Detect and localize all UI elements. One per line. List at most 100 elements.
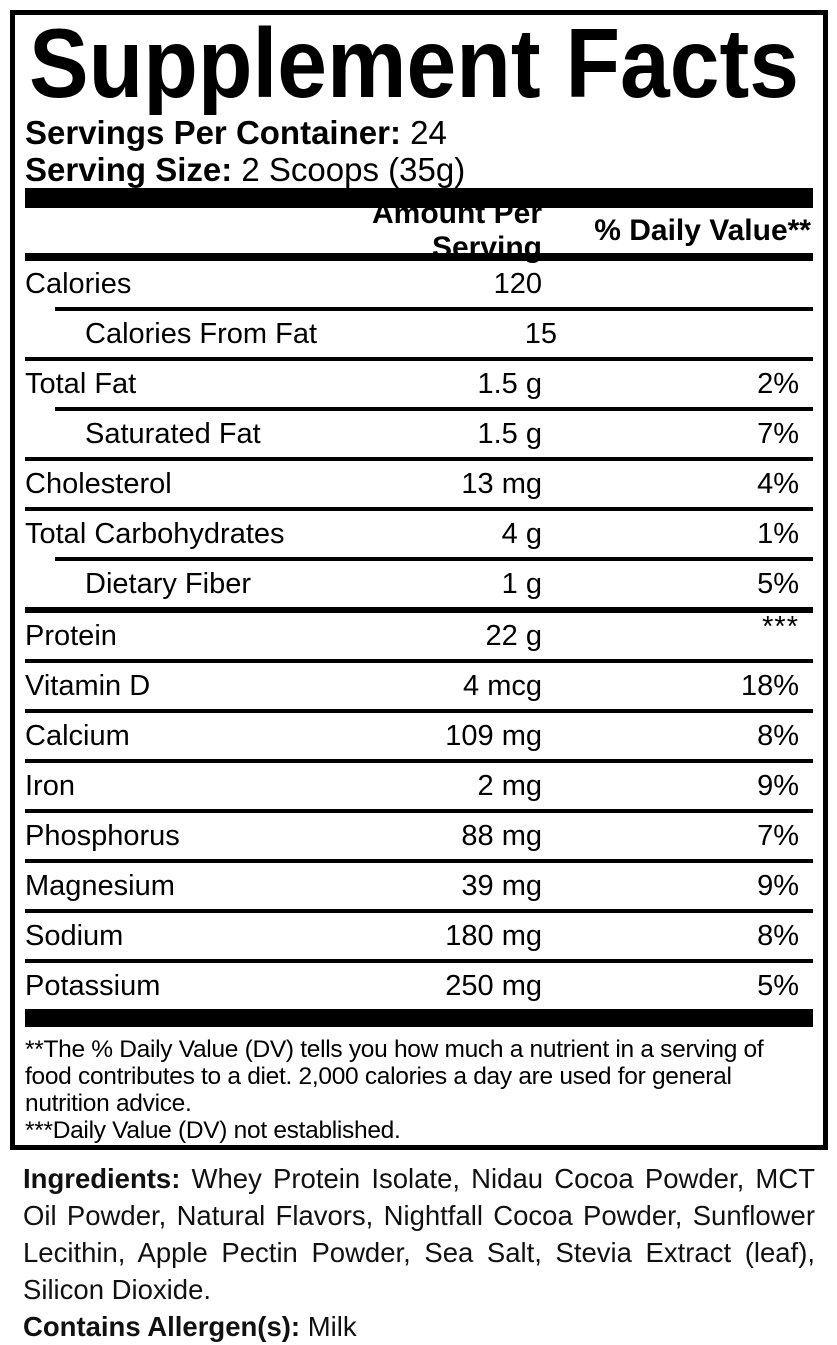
amount-per-serving-header: Amount Per Serving [371, 196, 542, 264]
row-separator [25, 357, 813, 361]
not-established-footnote: ***Daily Value (DV) not established. [25, 1117, 401, 1144]
nutrient-row: Potassium 250 mg 5% [25, 963, 813, 1009]
row-separator [25, 507, 813, 511]
nutrient-amount: 2 mg [477, 769, 542, 802]
ingredients-label: Ingredients: [23, 1163, 181, 1194]
nutrient-amount: 4 g [501, 517, 542, 550]
nutrient-name: Calcium [25, 719, 130, 752]
serving-size-value: 2 Scoops (35g) [232, 150, 466, 188]
nutrient-row: Calories 120 [25, 261, 813, 307]
nutrient-name: Cholesterol [25, 467, 172, 500]
ingredients-line: Ingredients: Whey Protein Isolate, Nidau… [23, 1160, 815, 1308]
nutrient-name: Dietary Fiber [85, 567, 251, 600]
panel-title-text: Supplement Facts [29, 17, 799, 115]
nutrient-amount: 180 mg [445, 919, 542, 952]
nutrient-amount: 15 [524, 317, 558, 350]
nutrient-daily-value: *** [762, 610, 799, 643]
supplement-facts-panel: Supplement Facts Servings Per Container:… [10, 10, 828, 1150]
nutrient-amount: 120 [493, 267, 542, 300]
nutrient-daily-value: 4% [757, 467, 799, 500]
row-separator [25, 457, 813, 461]
row-separator [55, 307, 813, 311]
thick-divider-bottom [25, 1009, 813, 1027]
daily-value-header: % Daily Value** [594, 213, 811, 247]
nutrient-row: Phosphorus 88 mg 7% [25, 813, 813, 859]
row-separator [25, 959, 813, 963]
nutrient-amount: 4 mcg [463, 669, 542, 702]
allergen-label: Contains Allergen(s): [23, 1311, 301, 1342]
nutrient-row: Total Fat 1.5 g 2% [25, 361, 813, 407]
nutrient-row: Cholesterol 13 mg 4% [25, 461, 813, 507]
supplement-label: { "title": "Supplement Facts", "servings… [10, 10, 828, 1342]
nutrient-name: Calories [25, 267, 132, 300]
nutrient-daily-value: 9% [757, 769, 799, 802]
nutrient-amount: 109 mg [445, 719, 542, 752]
nutrient-amount: 39 mg [461, 869, 542, 902]
nutrient-name: Calories From Fat [85, 317, 318, 350]
nutrient-amount: 22 g [485, 619, 542, 652]
nutrient-daily-value: 5% [757, 567, 799, 600]
nutrient-daily-value: 5% [757, 969, 799, 1002]
nutrient-amount: 1.5 g [477, 417, 543, 450]
nutrient-amount: 1.5 g [477, 367, 543, 400]
nutrient-daily-value: 8% [757, 719, 799, 752]
nutrient-name: Protein [25, 619, 117, 652]
nutrient-daily-value: 8% [757, 919, 799, 952]
nutrient-daily-value: 9% [757, 869, 799, 902]
nutrient-row: Dietary Fiber 1 g 5% [25, 561, 813, 607]
allergen-value: Milk [300, 1311, 357, 1342]
nutrient-name: Iron [25, 769, 75, 802]
ingredients-section: Ingredients: Whey Protein Isolate, Nidau… [23, 1160, 815, 1345]
nutrient-name: Vitamin D [25, 669, 151, 702]
nutrient-name: Potassium [25, 969, 161, 1002]
nutrient-amount: 13 mg [461, 467, 542, 500]
row-separator [25, 859, 813, 863]
nutrient-name: Total Carbohydrates [25, 517, 285, 550]
nutrient-daily-value: 7% [757, 417, 799, 450]
row-separator [55, 557, 813, 561]
nutrient-daily-value: 7% [757, 819, 799, 852]
servings-per-container-value: 24 [400, 114, 447, 151]
servings-info: Servings Per Container: 24 Serving Size:… [25, 114, 813, 189]
panel-title-wrap: Supplement Facts [25, 17, 813, 115]
nutrient-row: Iron 2 mg 9% [25, 763, 813, 809]
servings-per-container-line: Servings Per Container: 24 [25, 114, 813, 152]
nutrient-table: Calories 120 Calories From Fat 15 Total Fat 1… [25, 261, 813, 1009]
nutrient-amount: 250 mg [445, 969, 542, 1002]
nutrient-amount: 1 g [501, 567, 542, 600]
footnotes: **The % Daily Value (DV) tells you how m… [25, 1027, 813, 1144]
nutrient-daily-value: 18% [740, 669, 799, 702]
row-separator [25, 709, 813, 713]
nutrient-amount: 88 mg [461, 819, 542, 852]
panel-title: Supplement Facts [29, 17, 799, 115]
nutrient-daily-value: 2% [757, 367, 799, 400]
serving-size-line: Serving Size: 2 Scoops (35g) [25, 150, 813, 189]
nutrient-row: Protein 22 g *** [25, 610, 813, 659]
nutrient-row: Magnesium 39 mg 9% [25, 863, 813, 909]
row-separator [25, 607, 813, 613]
daily-value-footnote: **The % Daily Value (DV) tells you how m… [25, 1036, 764, 1117]
header-rule [25, 253, 813, 261]
nutrient-daily-value: 1% [757, 517, 799, 550]
nutrient-name: Saturated Fat [85, 417, 261, 450]
serving-size-label: Serving Size: [25, 150, 233, 188]
nutrient-row: Calories From Fat 15 [25, 311, 813, 357]
row-separator [25, 759, 813, 763]
nutrient-row: Vitamin D 4 mcg 18% [25, 663, 813, 709]
nutrient-row: Sodium 180 mg 8% [25, 913, 813, 959]
row-separator [25, 659, 813, 663]
row-separator [25, 909, 813, 913]
nutrient-row: Saturated Fat 1.5 g 7% [25, 411, 813, 457]
nutrient-name: Total Fat [25, 367, 137, 400]
nutrient-name: Phosphorus [25, 819, 180, 852]
table-header-row: Amount Per Serving % Daily Value** [25, 197, 813, 264]
allergen-line: Contains Allergen(s): Milk [23, 1308, 815, 1345]
servings-per-container-label: Servings Per Container: [25, 114, 401, 151]
nutrient-row: Total Carbohydrates 4 g 1% [25, 511, 813, 557]
nutrient-name: Sodium [25, 919, 124, 952]
row-separator [25, 809, 813, 813]
thick-divider-top [25, 188, 813, 208]
row-separator [55, 407, 813, 411]
nutrient-row: Calcium 109 mg 8% [25, 713, 813, 759]
nutrient-name: Magnesium [25, 869, 175, 902]
